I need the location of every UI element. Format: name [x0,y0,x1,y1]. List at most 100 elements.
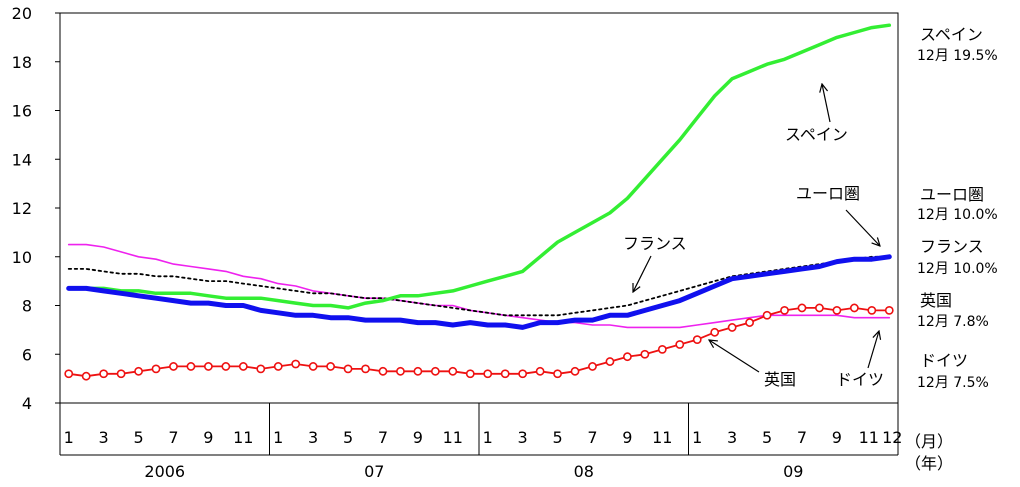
series-marker-4 [867,305,877,315]
series-marker-4 [203,362,213,371]
month-tick-label: 7 [378,428,388,447]
y-tick-label: 16 [12,102,32,121]
series-marker-4 [797,303,807,313]
inline-label: ユーロ圏 [796,184,860,203]
series-line-0 [66,23,892,310]
series-marker-4 [710,327,720,337]
inline-label: 英国 [764,370,796,389]
series-marker-4 [291,359,301,369]
series-marker-4 [832,305,842,315]
series-marker-4 [116,369,126,379]
right-label-name: ユーロ圏 [920,185,984,204]
series-marker-4 [64,369,74,379]
month-tick-label: 9 [413,428,423,447]
right-label-value: 12月 19.5% [917,48,998,64]
series-marker-4 [256,364,266,374]
right-label-value: 12月 7.8% [917,314,989,330]
y-tick-label: 4 [22,394,32,413]
y-tick-label: 12 [12,199,32,218]
right-label-value: 12月 10.0% [917,207,998,223]
month-tick-label: 7 [797,428,807,447]
month-tick-label: 9 [203,428,213,447]
month-tick-label: 5 [343,428,353,447]
inline-arrow [845,209,880,246]
series-marker-4 [815,303,824,313]
y-tick-label: 18 [12,53,32,72]
series-marker-4 [326,362,336,371]
series-marker-4 [308,362,318,371]
month-tick-label: 5 [552,428,562,447]
series-marker-4 [692,335,702,345]
series-marker-4 [169,362,178,371]
month-tick-label: 1 [273,428,283,447]
series-marker-4 [849,303,859,313]
series-marker-4 [780,305,789,315]
inline-arrow [822,84,831,123]
series-marker-4 [99,369,109,379]
month-tick-label: 3 [727,428,737,447]
series-marker-4 [762,310,772,320]
series-marker-4 [81,371,91,381]
series-marker-4 [430,366,440,376]
series-marker-4 [640,349,650,359]
series-marker-4 [553,369,562,379]
year-label: 2006 [144,462,185,481]
series-marker-4 [273,362,283,371]
series-marker-4 [500,369,510,379]
month-tick-label: 12 [882,428,902,447]
year-label: 09 [783,462,803,481]
series-marker-4 [622,352,632,362]
series-marker-4 [413,366,423,376]
series-marker-4 [361,364,370,374]
month-tick-label: 1 [64,428,74,447]
series-marker-4 [657,344,667,354]
month-tick-label: 11 [443,428,463,447]
series-marker-4 [186,362,196,371]
year-label: 07 [364,462,384,481]
inline-arrow [709,340,760,373]
y-tick-label: 14 [12,150,32,169]
series-marker-4 [465,369,475,379]
series-marker-4 [238,362,248,371]
right-label-name: 英国 [920,291,952,310]
inline-arrow [867,331,879,369]
series-marker-4 [588,362,597,371]
right-label-name: スペイン [920,25,983,44]
y-tick-label: 20 [12,4,32,23]
series-line-1 [66,254,892,330]
month-tick-label: 9 [832,428,842,447]
series-marker-4 [378,366,388,376]
y-tick-label: 8 [22,297,32,316]
month-unit-label: （月） [905,432,953,451]
y-tick-label: 10 [12,248,32,267]
right-label-value: 12月 7.5% [917,375,989,391]
series-marker-4 [675,340,685,349]
month-tick-label: 9 [622,428,632,447]
month-tick-label: 1 [692,428,702,447]
series-marker-4 [448,366,458,376]
month-tick-label: 1 [483,428,493,447]
month-tick-label: 3 [518,428,528,447]
series-marker-4 [396,366,405,376]
series-marker-4 [518,369,528,379]
year-unit-label: （年） [905,454,953,473]
y-tick-label: 6 [22,345,32,364]
inline-label: フランス [623,234,687,253]
series-marker-4 [134,366,143,376]
month-tick-label: 7 [587,428,597,447]
inline-label: スペイン [785,125,848,144]
series-marker-4 [535,366,545,376]
right-label-name: ドイツ [920,351,968,370]
inline-label: ドイツ [836,370,884,389]
series-marker-4 [221,362,231,371]
year-label: 08 [574,462,594,481]
series-marker-4 [343,364,353,374]
series-marker-4 [727,323,737,332]
inline-arrow [633,255,652,292]
month-tick-label: 11 [859,428,879,447]
series-line-2 [67,255,891,317]
series-marker-4 [884,305,894,315]
series-marker-4 [605,357,615,366]
